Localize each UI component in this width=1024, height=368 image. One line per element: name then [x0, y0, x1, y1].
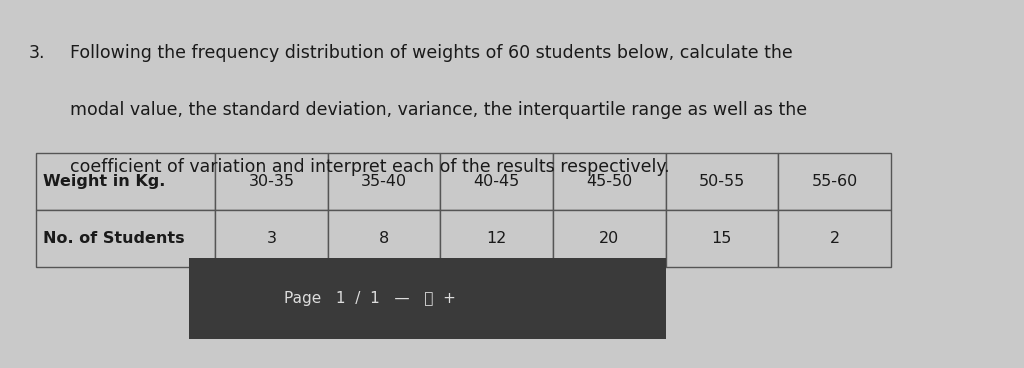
Bar: [666, 210, 778, 267]
Text: modal value, the standard deviation, variance, the interquartile range as well a: modal value, the standard deviation, var…: [70, 101, 807, 119]
Bar: [36, 153, 215, 210]
Bar: [189, 258, 666, 339]
Bar: [36, 210, 215, 267]
Text: Weight in Kg.: Weight in Kg.: [43, 174, 166, 189]
Text: Page   1  /  1   —   🔍  +: Page 1 / 1 — 🔍 +: [285, 291, 457, 305]
Text: 15: 15: [712, 231, 732, 246]
Text: 8: 8: [379, 231, 389, 246]
Text: No. of Students: No. of Students: [43, 231, 184, 246]
Text: 55-60: 55-60: [811, 174, 858, 189]
Text: 40-45: 40-45: [473, 174, 520, 189]
Text: 50-55: 50-55: [698, 174, 745, 189]
Bar: [440, 210, 553, 267]
Text: Following the frequency distribution of weights of 60 students below, calculate : Following the frequency distribution of …: [70, 44, 793, 62]
Bar: [666, 153, 778, 210]
Bar: [328, 210, 440, 267]
Text: coefficient of variation and interpret each of the results respectively.: coefficient of variation and interpret e…: [70, 158, 670, 176]
Text: 35-40: 35-40: [360, 174, 408, 189]
Bar: [553, 153, 666, 210]
Text: 3.: 3.: [29, 44, 45, 62]
Bar: [440, 153, 553, 210]
Bar: [328, 153, 440, 210]
Bar: [215, 153, 328, 210]
Bar: [778, 210, 891, 267]
Bar: [553, 210, 666, 267]
Text: 20: 20: [599, 231, 620, 246]
Text: 12: 12: [486, 231, 507, 246]
Text: 30-35: 30-35: [249, 174, 294, 189]
Text: 3: 3: [266, 231, 276, 246]
Text: 45-50: 45-50: [586, 174, 633, 189]
Text: 2: 2: [829, 231, 840, 246]
Bar: [778, 153, 891, 210]
Bar: [215, 210, 328, 267]
